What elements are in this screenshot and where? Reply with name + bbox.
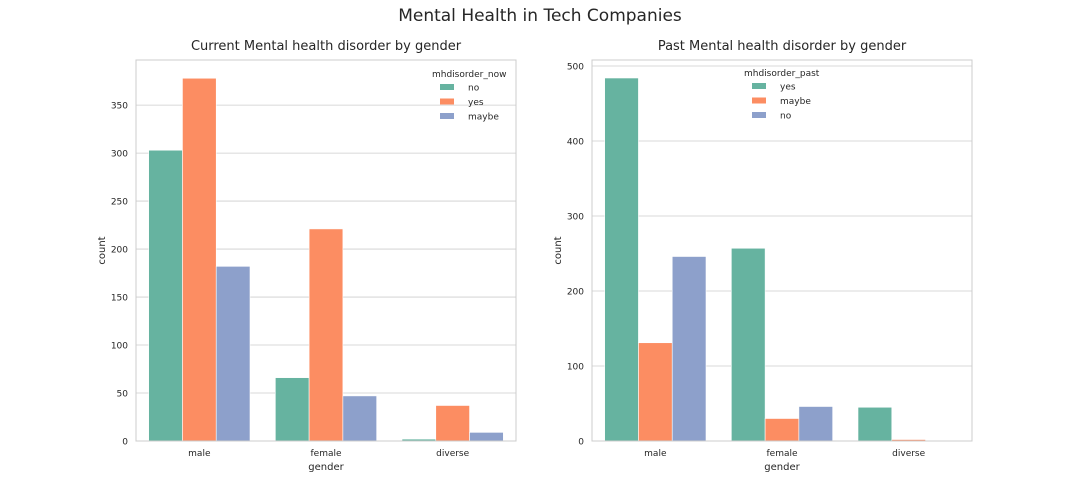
y-tick-label: 250 (111, 198, 128, 208)
legend-label-no: no (468, 84, 480, 94)
x-axis-label: gender (764, 462, 800, 473)
x-tick-label: male (644, 449, 667, 459)
legend-label-maybe: maybe (468, 113, 499, 123)
legend-label-maybe: maybe (780, 97, 811, 107)
y-tick-label: 350 (111, 102, 128, 112)
bar-maybe-male (216, 266, 250, 441)
chart-title: Current Mental health disorder by gender (191, 39, 462, 54)
y-tick-label: 400 (567, 138, 584, 148)
x-tick-label: male (188, 449, 211, 459)
legend-swatch-no (440, 84, 454, 90)
legend-label-no: no (780, 112, 792, 122)
bar-yes-female (731, 248, 765, 441)
legend-title: mhdisorder_past (744, 69, 820, 79)
legend-swatch-yes (752, 83, 766, 89)
legend-label-yes: yes (780, 83, 796, 93)
bar-maybe-male (638, 343, 672, 441)
y-tick-label: 200 (567, 288, 584, 298)
bar-no-male (149, 150, 183, 441)
x-tick-label: female (310, 449, 341, 459)
chart-panel-2: 0 100 200 300 400 500 male female diverse Past Me… (553, 39, 972, 473)
bar-no-female (799, 407, 833, 442)
x-tick-label: diverse (892, 449, 925, 459)
chart-title: Past Mental health disorder by gender (658, 39, 907, 54)
y-axis-label: count (553, 236, 564, 264)
legend-label-yes: yes (468, 98, 484, 108)
legend-swatch-maybe (752, 98, 766, 104)
bar-no-male (672, 257, 706, 442)
y-tick-label: 100 (111, 342, 128, 352)
legend-swatch-maybe (440, 113, 454, 119)
y-tick-label: 50 (117, 390, 129, 400)
y-tick-label: 300 (111, 150, 128, 160)
bar-yes-female (309, 229, 343, 441)
y-axis-label: count (97, 236, 108, 264)
x-tick-label: female (766, 449, 797, 459)
bar-maybe-female (765, 419, 799, 442)
y-tick-label: 100 (567, 363, 584, 373)
bar-yes-male (605, 78, 639, 441)
y-tick-label: 0 (122, 438, 128, 448)
y-tick-label: 500 (567, 63, 584, 73)
bar-yes-diverse (858, 407, 892, 441)
legend-swatch-yes (440, 99, 454, 105)
y-tick-label: 0 (578, 438, 584, 448)
y-tick-label: 150 (111, 294, 128, 304)
chart-panel-1: 0 50 100 150 200 250 300 350 male female diverse Cu… (97, 39, 516, 473)
x-axis-label: gender (308, 462, 344, 473)
legend-title: mhdisorder_now (432, 70, 506, 80)
y-tick-label: 300 (567, 213, 584, 223)
bar-yes-diverse (436, 405, 470, 441)
legend-swatch-no (752, 112, 766, 118)
bar-maybe-female (343, 396, 377, 441)
bar-yes-male (182, 78, 216, 441)
bar-maybe-diverse (470, 432, 504, 441)
x-tick-label: diverse (436, 449, 469, 459)
bar-no-female (275, 378, 309, 441)
y-tick-label: 200 (111, 246, 128, 256)
